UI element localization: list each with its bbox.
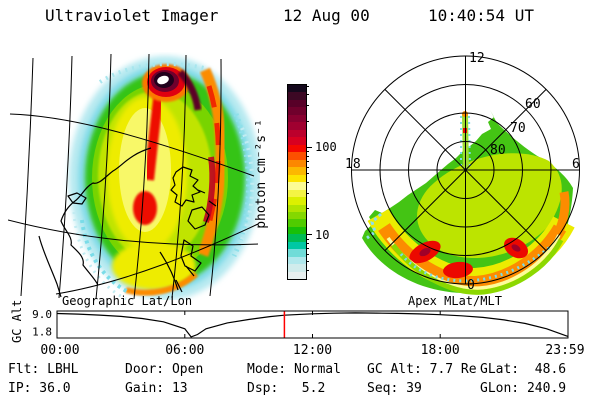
timeline-frame	[56, 310, 569, 339]
mlat-label-80: 80	[490, 143, 506, 158]
xtick-1200: 12:00	[293, 343, 332, 358]
polar-dial-panel: 12 18 6 0 60 70 80	[345, 51, 580, 295]
polar-panel-caption: Apex MLat/MLT	[408, 294, 502, 308]
xtick-0000: 00:00	[40, 343, 79, 358]
status-seq: Seq: 39	[367, 381, 422, 396]
ytick-1-8: 1.8	[32, 326, 52, 339]
colorbar-tick-label: 100	[315, 140, 337, 155]
status-glon: GLon: 240.9	[480, 381, 567, 396]
uvi-aurora-image-polar	[362, 110, 575, 295]
status-gain: Gain: 13	[125, 381, 188, 396]
mlt-label-18: 18	[345, 157, 361, 172]
mlat-label-60: 60	[525, 97, 541, 112]
mlat-label-70: 70	[510, 121, 526, 136]
mlt-label-12: 12	[469, 51, 485, 66]
map-coastlines	[38, 147, 217, 298]
status-mode: Mode: Normal	[247, 362, 341, 377]
xtick-0600: 06:00	[165, 343, 204, 358]
status-dsp: Dsp: 5.2	[247, 381, 326, 396]
mlt-label-6: 6	[572, 157, 580, 172]
xtick-1800: 18:00	[421, 343, 460, 358]
colorbar-units-label: photon cm⁻²s⁻¹	[254, 119, 269, 229]
status-ip: IP: 36.0	[8, 381, 71, 396]
polar-grid	[351, 55, 580, 285]
colorbar	[287, 84, 307, 280]
status-filter: Flt: LBHL	[8, 362, 79, 377]
app-title: Ultraviolet Imager	[45, 6, 219, 25]
status-gc-alt: GC Alt: 7.7 Re	[367, 362, 477, 377]
geographic-map-panel	[8, 53, 260, 300]
map-graticule	[8, 53, 259, 300]
mlt-label-0: 0	[467, 278, 475, 293]
geographic-panel-caption: Geographic Lat/Lon	[62, 294, 193, 308]
date-label: 12 Aug 00	[283, 6, 370, 25]
status-door: Door: Open	[125, 362, 204, 377]
colorbar-ticks: 100 10	[306, 84, 352, 278]
gc-alt-curve	[56, 312, 568, 338]
colorbar-tick-label: 10	[315, 227, 330, 242]
gc-alt-timeline: 9.0 1.8 00:00 06:00 12:00 18:00 23:59	[32, 308, 584, 358]
xtick-2359: 23:59	[545, 343, 584, 358]
status-glat: GLat: 48.6	[480, 362, 567, 377]
time-label: 10:40:54 UT	[428, 6, 534, 25]
ytick-9: 9.0	[32, 308, 52, 321]
